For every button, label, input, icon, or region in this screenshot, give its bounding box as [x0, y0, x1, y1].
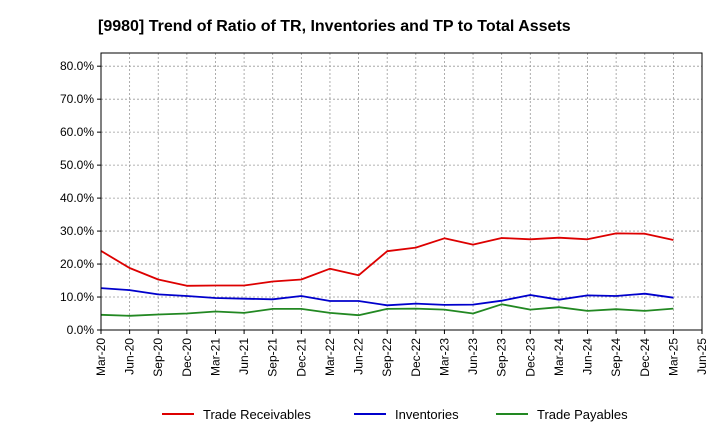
x-tick-label: Dec-21 [294, 338, 308, 377]
x-tick-label: Mar-23 [437, 338, 451, 376]
x-tick-label: Mar-22 [323, 338, 337, 376]
x-tick-label: Dec-24 [638, 338, 652, 377]
x-tick-label: Dec-20 [180, 338, 194, 377]
x-tick-label: Mar-25 [666, 338, 680, 376]
y-tick-label: 40.0% [60, 191, 94, 205]
x-tick-label: Jun-23 [466, 338, 480, 375]
x-tick-label: Sep-21 [266, 338, 280, 377]
x-tick-label: Sep-24 [609, 338, 623, 377]
y-tick-label: 10.0% [60, 290, 94, 304]
x-tick-label: Jun-25 [695, 338, 709, 375]
x-tick-label: Dec-22 [409, 338, 423, 377]
series-line-inventories [100, 287, 674, 307]
plot-frame [100, 52, 703, 331]
x-tick-label: Jun-22 [352, 338, 366, 375]
x-tick-label: Sep-20 [151, 338, 165, 377]
y-tick-label: 50.0% [60, 158, 94, 172]
legend-label: Trade Receivables [203, 407, 311, 422]
x-tick-label: Mar-24 [552, 338, 566, 376]
x-tick-label: Jun-24 [581, 338, 595, 375]
y-axis: 0.0% 10.0% 20.0% 30.0% 40.0% 50.0% 60.0% 70.0% 8… [60, 59, 101, 337]
y-tick-label: 80.0% [60, 59, 94, 73]
chart-title: [9980] Trend of Ratio of TR, Inventories… [98, 18, 571, 35]
series-line-trade-payables [100, 303, 674, 317]
x-tick-label: Sep-23 [495, 338, 509, 377]
legend: Trade Receivables Inventories Trade Payabl… [162, 407, 628, 422]
legend-label: Trade Payables [537, 407, 628, 422]
y-tick-label: 70.0% [60, 92, 94, 106]
series-line-trade-receivables [100, 232, 674, 287]
y-tick-label: 0.0% [67, 323, 95, 337]
series-lines [100, 232, 674, 317]
y-tick-label: 20.0% [60, 257, 94, 271]
y-tick-label: 60.0% [60, 125, 94, 139]
x-tick-label: Sep-22 [380, 338, 394, 377]
x-axis: Mar-20 Jun-20 Sep-20 Dec-20 Mar-21 Jun-21 Sep-… [94, 330, 709, 377]
x-tick-label: Mar-20 [94, 338, 108, 376]
x-tick-label: Jun-20 [123, 338, 137, 375]
x-tick-label: Mar-21 [208, 338, 222, 376]
y-tick-label: 30.0% [60, 224, 94, 238]
legend-label: Inventories [395, 407, 459, 422]
x-tick-label: Jun-21 [237, 338, 251, 375]
x-tick-label: Dec-23 [523, 338, 537, 377]
gridlines [100, 53, 703, 331]
